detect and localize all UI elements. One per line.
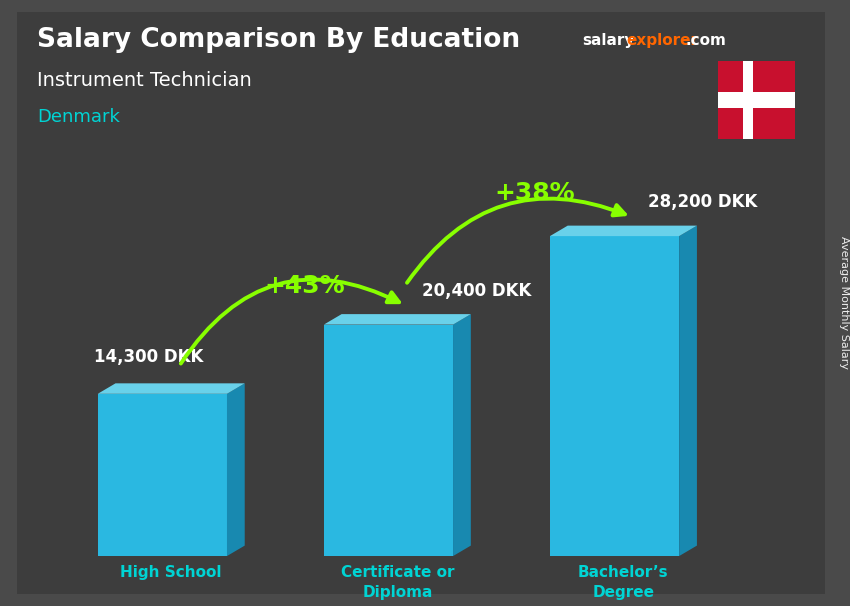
Polygon shape [550,236,679,556]
Text: Average Monthly Salary: Average Monthly Salary [839,236,849,370]
Polygon shape [453,314,471,556]
Bar [743,61,753,139]
Text: +43%: +43% [264,274,345,298]
Bar [718,92,795,108]
Polygon shape [227,384,245,556]
Text: .com: .com [685,33,726,48]
Text: +38%: +38% [495,181,575,205]
Text: 20,400 DKK: 20,400 DKK [422,282,531,299]
Text: Denmark: Denmark [37,108,120,126]
Polygon shape [324,325,453,556]
Polygon shape [98,384,245,394]
Text: 14,300 DKK: 14,300 DKK [94,348,203,366]
Text: salary: salary [582,33,635,48]
Text: Certificate or
Diploma: Certificate or Diploma [341,565,454,599]
Polygon shape [550,225,697,236]
Text: Bachelor’s
Degree: Bachelor’s Degree [578,565,669,599]
Text: Instrument Technician: Instrument Technician [37,72,252,90]
Polygon shape [98,394,227,556]
Polygon shape [324,314,471,325]
Text: explorer: explorer [626,33,699,48]
Text: 28,200 DKK: 28,200 DKK [648,193,757,211]
Text: Salary Comparison By Education: Salary Comparison By Education [37,27,520,53]
Text: High School: High School [121,565,222,580]
Polygon shape [679,225,697,556]
